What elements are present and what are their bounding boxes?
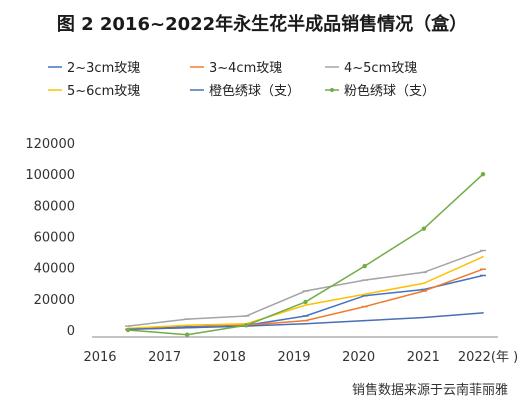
legend-entry: 2~3cm玫瑰 bbox=[48, 60, 140, 76]
data-point bbox=[423, 282, 425, 285]
data-point bbox=[184, 332, 190, 337]
series-3 bbox=[125, 249, 486, 327]
series-line bbox=[127, 173, 484, 336]
data-point bbox=[480, 171, 486, 177]
legend-entry: 5~6cm玫瑰 bbox=[48, 83, 140, 99]
legend-entry: 3~4cm玫瑰 bbox=[190, 60, 282, 76]
data-point bbox=[186, 326, 188, 329]
x-tick-label: 2019 bbox=[277, 350, 310, 365]
data-point bbox=[125, 327, 131, 333]
x-tick-label: 2020 bbox=[342, 350, 375, 365]
legend-label: 橙色绣球（支） bbox=[209, 83, 300, 99]
data-point bbox=[362, 263, 367, 269]
legend-label: 4~5cm玫瑰 bbox=[344, 60, 417, 76]
legend: 2~3cm玫瑰 3~4cm玫瑰 4~5cm玫瑰 5~6cm玫瑰 橙色绣球（支） 粉色绣球（… bbox=[48, 60, 435, 99]
data-point bbox=[421, 226, 427, 231]
x-tick-label: 2022(年 ) bbox=[458, 350, 518, 365]
x-axis: 2016 2017 2018 2019 2020 2021 2022(年 ) bbox=[83, 336, 518, 365]
legend-marker bbox=[330, 88, 334, 92]
x-tick-label: 2017 bbox=[148, 350, 181, 365]
legend-entry: 4~5cm玫瑰 bbox=[325, 60, 417, 76]
data-point bbox=[423, 316, 425, 319]
x-tick-label: 2018 bbox=[213, 350, 246, 365]
source-note: 销售数据来源于云南菲丽雅 bbox=[352, 382, 508, 398]
legend-entry: 橙色绣球（支） bbox=[190, 83, 300, 99]
data-point bbox=[304, 304, 307, 306]
data-point bbox=[482, 312, 484, 314]
data-point bbox=[363, 293, 366, 295]
legend-label: 2~3cm玫瑰 bbox=[67, 60, 140, 76]
data-point bbox=[303, 299, 308, 305]
y-tick-label: 40000 bbox=[34, 262, 75, 277]
y-axis: 0 20000 40000 60000 80000 100000 120000 bbox=[25, 137, 75, 339]
data-point bbox=[186, 324, 188, 327]
series-4 bbox=[127, 255, 484, 330]
chart-title: 图 2 2016~2022年永生花半成品销售情况（盒） bbox=[57, 13, 467, 35]
legend-label: 5~6cm玫瑰 bbox=[67, 83, 140, 99]
y-tick-label: 20000 bbox=[34, 293, 75, 308]
data-point bbox=[304, 322, 307, 325]
data-point bbox=[363, 319, 366, 322]
plot-area bbox=[125, 171, 486, 337]
x-tick-label: 2016 bbox=[83, 350, 116, 365]
y-tick-label: 120000 bbox=[25, 137, 75, 152]
legend-label: 3~4cm玫瑰 bbox=[209, 60, 282, 76]
data-point bbox=[244, 323, 249, 328]
y-tick-label: 60000 bbox=[34, 231, 75, 246]
legend-entry: 粉色绣球（支） bbox=[325, 83, 435, 99]
legend-label: 粉色绣球（支） bbox=[344, 83, 435, 99]
series-6 bbox=[125, 171, 486, 337]
y-tick-label: 80000 bbox=[34, 199, 75, 214]
y-tick-label: 100000 bbox=[25, 168, 75, 183]
y-tick-label: 0 bbox=[67, 324, 75, 339]
x-tick-label: 2021 bbox=[407, 350, 440, 365]
data-point bbox=[482, 255, 484, 258]
